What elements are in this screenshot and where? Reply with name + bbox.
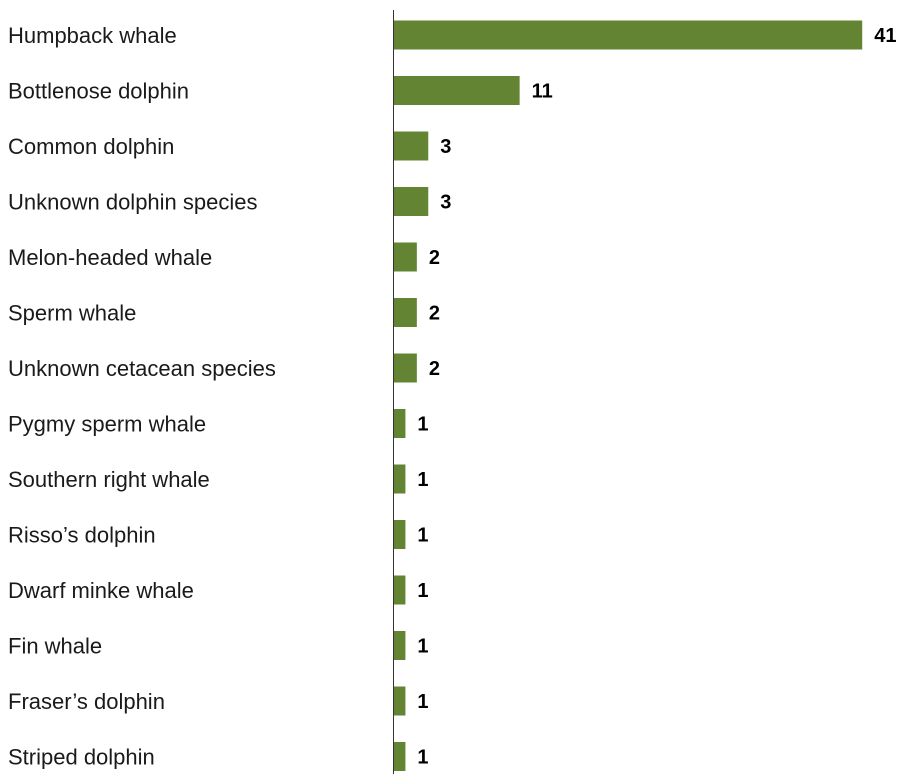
category-label: Fin whale (8, 634, 102, 659)
value-label: 1 (417, 525, 428, 547)
bar (394, 742, 406, 771)
value-label: 3 (440, 192, 451, 214)
bar (394, 20, 863, 50)
category-label: Unknown dolphin species (8, 190, 258, 215)
bar (394, 686, 406, 716)
category-label: Melon-headed whale (8, 245, 212, 270)
bars (394, 20, 863, 771)
category-label: Southern right whale (8, 467, 210, 492)
value-label: 2 (429, 303, 440, 325)
category-label: Common dolphin (8, 134, 174, 159)
category-label: Dwarf minke whale (8, 578, 194, 603)
bar (394, 631, 406, 660)
value-label: 1 (417, 636, 428, 658)
value-label: 41 (874, 25, 896, 47)
category-label: Pygmy sperm whale (8, 412, 206, 437)
bar (394, 520, 406, 549)
bar (394, 464, 406, 494)
bar (394, 187, 429, 216)
value-label: 11 (532, 81, 553, 103)
category-label: Risso’s dolphin (8, 523, 156, 548)
bar (394, 575, 406, 605)
value-label: 2 (429, 358, 440, 380)
value-label: 1 (417, 747, 428, 769)
value-label: 1 (417, 580, 428, 602)
category-label: Fraser’s dolphin (8, 689, 165, 714)
value-label: 2 (429, 247, 440, 269)
category-labels: Humpback whale Bottlenose dolphin Common d… (8, 23, 276, 770)
bar (394, 353, 417, 383)
category-label: Sperm whale (8, 301, 136, 326)
bar (394, 76, 520, 105)
bar (394, 298, 417, 327)
category-label: Unknown cetacean species (8, 356, 276, 381)
value-label: 3 (440, 136, 451, 158)
value-label: 1 (417, 469, 428, 491)
category-label: Bottlenose dolphin (8, 79, 189, 104)
category-label: Humpback whale (8, 23, 177, 48)
category-label: Striped dolphin (8, 745, 155, 770)
value-label: 1 (417, 691, 428, 713)
bar (394, 131, 429, 161)
value-label: 1 (417, 414, 428, 436)
bar (394, 409, 406, 438)
bar (394, 242, 417, 272)
